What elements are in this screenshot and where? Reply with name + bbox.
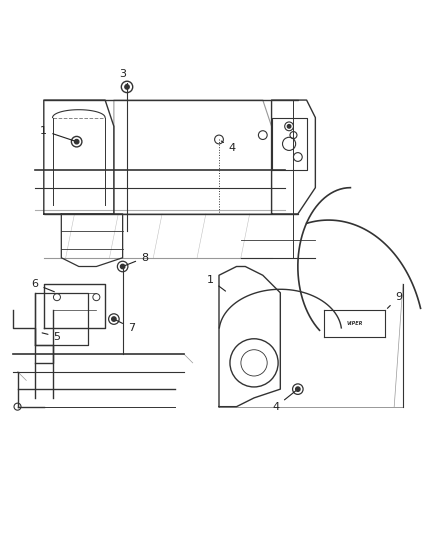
Circle shape <box>287 125 291 128</box>
Circle shape <box>74 140 79 144</box>
Text: 3: 3 <box>119 69 126 84</box>
Text: VIPER: VIPER <box>346 321 363 326</box>
Text: 1: 1 <box>207 274 226 291</box>
Text: 7: 7 <box>117 320 135 333</box>
Text: 8: 8 <box>125 253 148 265</box>
Text: 5: 5 <box>42 332 60 342</box>
Text: 1: 1 <box>40 126 74 141</box>
Text: 4: 4 <box>221 141 236 154</box>
Text: 9: 9 <box>387 292 402 308</box>
Circle shape <box>112 317 116 321</box>
Circle shape <box>120 264 125 269</box>
Text: 4: 4 <box>272 391 296 411</box>
Circle shape <box>296 387 300 391</box>
Text: 6: 6 <box>32 279 54 292</box>
Circle shape <box>125 85 129 89</box>
